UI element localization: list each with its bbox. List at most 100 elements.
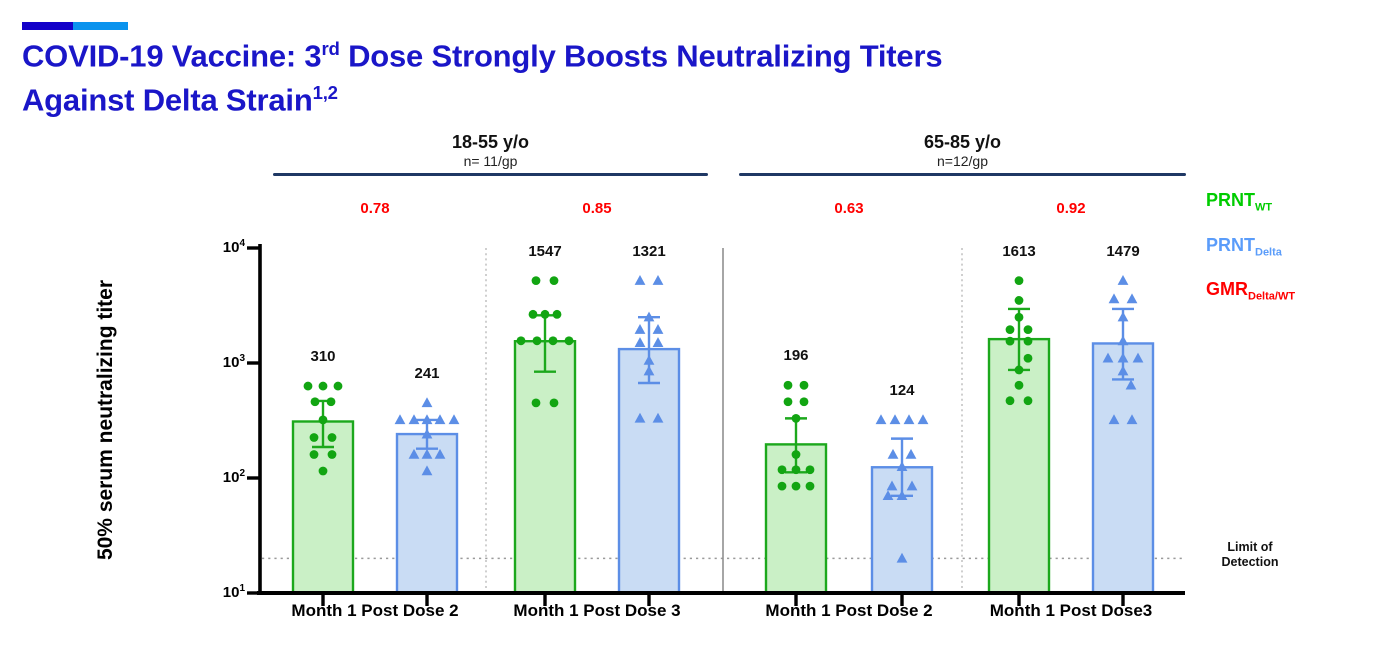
data-point-triangle bbox=[1102, 352, 1114, 363]
data-point-triangle bbox=[652, 275, 664, 285]
data-point-triangle bbox=[1108, 414, 1120, 425]
x-axis-label: Month 1 Post Dose 3 bbox=[513, 601, 681, 620]
data-point-triangle bbox=[1117, 311, 1129, 322]
data-point-circle bbox=[1005, 396, 1015, 406]
data-point-circle bbox=[791, 465, 801, 475]
age-group-header-65-85: 65-85 y/o n=12/gp bbox=[739, 132, 1186, 176]
data-point-triangle bbox=[643, 365, 655, 376]
legend-item-prnt-delta: PRNTDelta bbox=[1206, 235, 1295, 259]
data-point-circle bbox=[531, 398, 541, 408]
bar-value-label: 1547 bbox=[528, 242, 562, 260]
data-point-circle bbox=[777, 481, 787, 491]
data-point-triangle bbox=[408, 414, 420, 425]
age-group-underline bbox=[739, 173, 1186, 176]
age-group-label: 65-85 y/o bbox=[923, 132, 1002, 152]
data-point-triangle bbox=[889, 414, 901, 425]
gmr-value: 0.63 bbox=[834, 200, 864, 217]
lod-line2: Detection bbox=[1221, 555, 1279, 569]
data-point-circle bbox=[548, 336, 558, 346]
data-point-circle bbox=[326, 397, 336, 407]
data-point-circle bbox=[783, 380, 793, 390]
data-point-triangle bbox=[652, 337, 664, 347]
data-point-circle bbox=[333, 381, 343, 391]
bar-PRNT_WT bbox=[291, 420, 355, 595]
data-point-triangle bbox=[421, 448, 433, 459]
data-point-circle bbox=[799, 397, 809, 407]
legend-label: PRNT bbox=[1206, 234, 1255, 255]
x-axis-label: Month 1 Post Dose3 bbox=[989, 601, 1153, 620]
data-point-circle bbox=[1005, 336, 1015, 346]
slide-title: COVID-19 Vaccine: 3rd Dose Strongly Boos… bbox=[22, 30, 1222, 119]
data-point-triangle bbox=[1126, 414, 1138, 425]
data-point-triangle bbox=[421, 428, 433, 439]
bar-value-label: 1321 bbox=[632, 242, 666, 260]
data-point-triangle bbox=[917, 414, 929, 425]
data-point-triangle bbox=[1117, 335, 1129, 346]
y-tick-label: 102 bbox=[222, 468, 245, 486]
gmr-value: 0.92 bbox=[1056, 200, 1086, 217]
data-point-triangle bbox=[1117, 352, 1129, 363]
legend-item-gmr: GMRDelta/WT bbox=[1206, 279, 1295, 303]
data-point-circle bbox=[777, 465, 787, 475]
bar-value-label: 241 bbox=[414, 364, 440, 382]
bar-value-label: 196 bbox=[783, 347, 809, 365]
gmr-value: 0.85 bbox=[582, 200, 612, 217]
data-point-circle bbox=[552, 309, 562, 319]
data-point-circle bbox=[528, 309, 538, 319]
data-point-triangle bbox=[408, 448, 420, 459]
legend-subscript: Delta/WT bbox=[1248, 290, 1296, 303]
data-point-triangle bbox=[1126, 293, 1138, 304]
data-point-triangle bbox=[421, 397, 433, 408]
legend-subscript: WT bbox=[1255, 201, 1273, 214]
data-point-triangle bbox=[896, 490, 908, 501]
data-point-circle bbox=[1014, 296, 1024, 305]
data-point-triangle bbox=[1117, 275, 1129, 285]
data-point-circle bbox=[1023, 336, 1033, 346]
data-point-triangle bbox=[1132, 352, 1144, 363]
chart-legend: PRNT WT PRNTDelta GMRDelta/WT bbox=[1206, 190, 1295, 324]
bar-value-label: 124 bbox=[889, 381, 915, 399]
title-reference-superscript: 1,2 bbox=[312, 82, 338, 104]
data-point-triangle bbox=[886, 480, 898, 491]
bar-PRNT_WT bbox=[513, 340, 577, 595]
x-axis-label: Month 1 Post Dose 2 bbox=[765, 601, 933, 620]
data-point-triangle bbox=[1108, 293, 1120, 304]
data-point-triangle bbox=[634, 324, 646, 334]
data-point-circle bbox=[309, 450, 319, 459]
title-text-cont: Dose Strongly Boosts Neutralizing Titers bbox=[339, 38, 943, 74]
data-point-triangle bbox=[896, 552, 908, 563]
title-superscript-rd: rd bbox=[321, 38, 340, 59]
data-point-triangle bbox=[634, 337, 646, 347]
age-group-n-label: n= 11/gp bbox=[463, 153, 518, 169]
bar-value-label: 1479 bbox=[1106, 242, 1140, 260]
data-point-triangle bbox=[421, 414, 433, 425]
bar-value-label: 1613 bbox=[1002, 242, 1036, 260]
data-point-circle bbox=[791, 450, 801, 459]
y-tick-label: 104 bbox=[222, 238, 245, 256]
data-point-triangle bbox=[652, 412, 664, 423]
title-text: COVID-19 Vaccine: 3 bbox=[22, 38, 322, 74]
age-group-underline bbox=[273, 173, 708, 176]
data-point-triangle bbox=[896, 461, 908, 472]
data-point-triangle bbox=[652, 324, 664, 334]
data-point-circle bbox=[1023, 325, 1033, 335]
y-tick-label: 101 bbox=[222, 583, 245, 601]
age-group-header-18-55: 18-55 y/o n= 11/gp bbox=[273, 132, 708, 176]
data-point-circle bbox=[1005, 325, 1015, 335]
data-point-circle bbox=[327, 433, 337, 442]
data-point-circle bbox=[532, 336, 542, 346]
data-point-circle bbox=[318, 415, 328, 425]
data-point-circle bbox=[540, 309, 550, 319]
legend-label: GMR bbox=[1206, 279, 1248, 300]
data-point-triangle bbox=[906, 480, 918, 491]
gmr-value: 0.78 bbox=[360, 200, 390, 217]
data-point-triangle bbox=[903, 414, 915, 425]
data-point-circle bbox=[1014, 380, 1024, 390]
data-point-circle bbox=[805, 465, 815, 475]
lod-line1: Limit of bbox=[1227, 540, 1273, 554]
data-point-circle bbox=[549, 398, 559, 408]
data-point-circle bbox=[327, 450, 337, 459]
data-point-circle bbox=[531, 276, 541, 286]
